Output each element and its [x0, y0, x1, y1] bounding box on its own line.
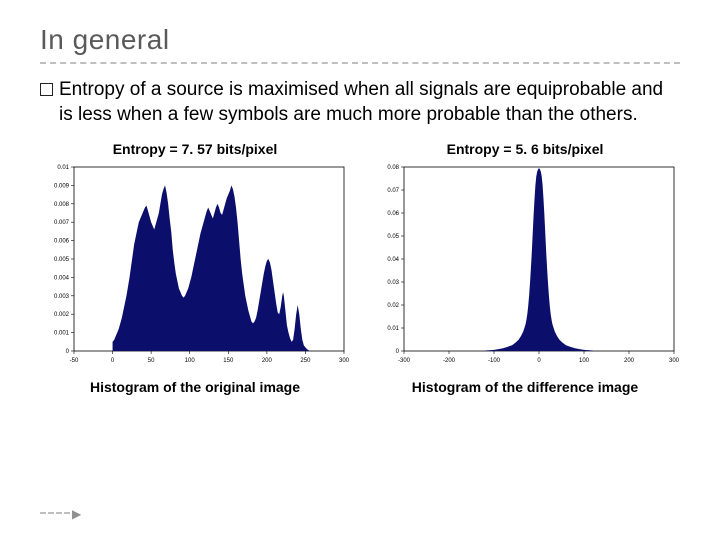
svg-text:0.005: 0.005 — [54, 257, 70, 263]
svg-text:-50: -50 — [70, 358, 79, 364]
svg-text:200: 200 — [624, 358, 635, 364]
svg-text:0.01: 0.01 — [387, 326, 399, 332]
chart-left-plot: 0 0.001 0.002 0.003 0.004 0.005 0.006 0.007 0.00… — [40, 161, 350, 371]
svg-text:0.08: 0.08 — [387, 165, 399, 171]
svg-text:200: 200 — [262, 358, 273, 364]
svg-text:0.03: 0.03 — [387, 280, 399, 286]
chart-right-caption: Histogram of the difference image — [412, 379, 638, 395]
svg-text:0.006: 0.006 — [54, 239, 70, 245]
svg-text:0.02: 0.02 — [387, 303, 399, 309]
svg-text:300: 300 — [669, 358, 680, 364]
chart-left-title: Entropy = 7. 57 bits/pixel — [113, 141, 278, 157]
svg-text:0.04: 0.04 — [387, 257, 399, 263]
svg-text:-200: -200 — [443, 358, 456, 364]
svg-text:-300: -300 — [398, 358, 411, 364]
chart-right-svg: 0 0.01 0.02 0.03 0.04 0.05 0.06 0.07 0.08 -300 -20… — [370, 161, 680, 371]
body-text-content: Entropy of a source is maximised when al… — [59, 78, 680, 127]
svg-text:0.003: 0.003 — [54, 294, 70, 300]
svg-text:250: 250 — [300, 358, 311, 364]
svg-text:150: 150 — [223, 358, 234, 364]
svg-text:100: 100 — [579, 358, 590, 364]
footer-dash-icon — [40, 512, 70, 514]
svg-text:0.007: 0.007 — [54, 221, 70, 227]
svg-text:0: 0 — [537, 358, 541, 364]
svg-text:0.004: 0.004 — [54, 276, 70, 282]
svg-text:0: 0 — [111, 358, 115, 364]
chart-left-caption: Histogram of the original image — [90, 379, 300, 395]
svg-text:300: 300 — [339, 358, 350, 364]
svg-text:0.06: 0.06 — [387, 211, 399, 217]
footer-arrow-icon: ▶ — [72, 507, 81, 521]
svg-text:50: 50 — [148, 358, 155, 364]
body-text: Entropy of a source is maximised when al… — [40, 78, 680, 127]
chart-right-column: Entropy = 5. 6 bits/pixel 00.010.020.030… — [370, 141, 680, 395]
svg-text:0.001: 0.001 — [54, 331, 70, 337]
chart-left-svg: 0 0.001 0.002 0.003 0.004 0.005 0.006 0.007 0.00… — [40, 161, 350, 371]
svg-text:0.008: 0.008 — [54, 202, 70, 208]
bullet-icon — [40, 83, 53, 96]
chart-right-title: Entropy = 5. 6 bits/pixel — [447, 141, 604, 157]
svg-text:0.009: 0.009 — [54, 184, 70, 190]
svg-text:0: 0 — [66, 349, 70, 355]
svg-text:0.05: 0.05 — [387, 234, 399, 240]
svg-text:-100: -100 — [488, 358, 501, 364]
svg-text:100: 100 — [185, 358, 196, 364]
chart-left-column: Entropy = 7. 57 bits/pixel 0 0.001 0.002 0.… — [40, 141, 350, 395]
svg-text:0.01: 0.01 — [57, 165, 69, 171]
charts-row: Entropy = 7. 57 bits/pixel 0 0.001 0.002 0.… — [40, 141, 680, 395]
chart-right-plot: 0 0.01 0.02 0.03 0.04 0.05 0.06 0.07 0.08 -300 -20… — [370, 161, 680, 371]
slide-title: In general — [40, 24, 680, 56]
title-divider — [40, 62, 680, 64]
slide: In general Entropy of a source is maximi… — [0, 0, 720, 540]
svg-text:0.07: 0.07 — [387, 188, 399, 194]
svg-text:0.002: 0.002 — [54, 313, 70, 319]
svg-text:0: 0 — [396, 349, 400, 355]
